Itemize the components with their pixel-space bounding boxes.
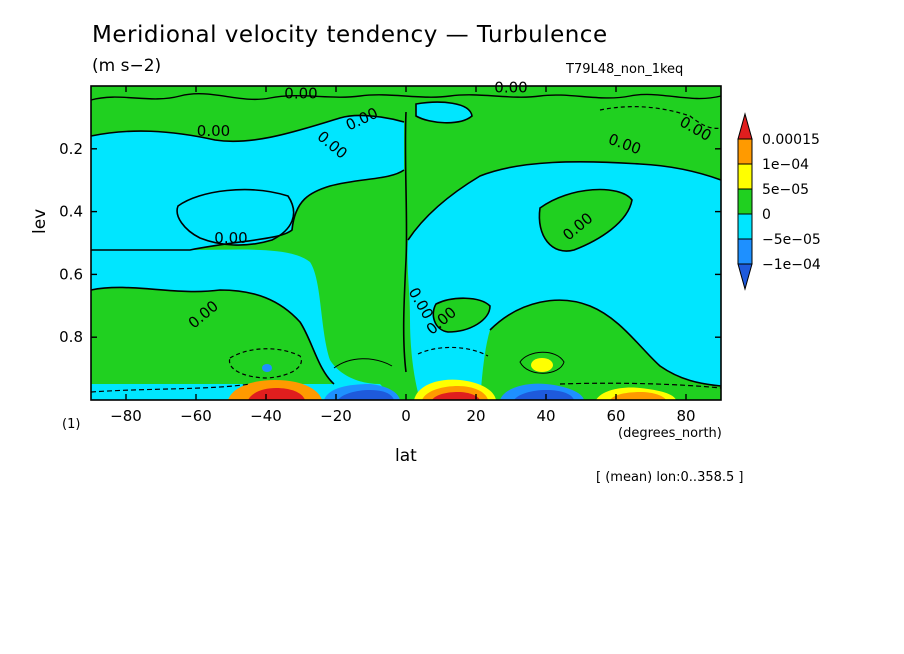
x-tick-label: 60: [606, 407, 625, 425]
x-tick-label: −60: [180, 407, 212, 425]
run-label: T79L48_non_1keq: [566, 62, 684, 77]
sh-upper-cyan-region: [91, 115, 404, 250]
x-axis-units: (degrees_north): [618, 426, 722, 441]
top-cyan-patch: [416, 102, 472, 123]
contour-nh-tongue: [489, 299, 722, 387]
y-tick-label: 0.6: [59, 265, 83, 283]
contour-top-patch: [415, 101, 473, 124]
y-axis-units: (1): [62, 417, 81, 432]
contour-sh-lower-dashed: [228, 348, 302, 379]
contour-nh-region: [407, 160, 722, 241]
contour-sh-upper: [90, 114, 405, 143]
chart-units: (m s−2): [92, 56, 162, 76]
nh-lower-green-tongue: [480, 300, 721, 400]
y-tick-label: 0.8: [59, 328, 83, 346]
contour-sh-mid: [91, 169, 405, 251]
y-tick-label: 0.4: [59, 203, 83, 221]
sh-lower-green-bowl: [91, 287, 334, 384]
nh-midlevel-green-blob: [539, 189, 632, 252]
contour-sh-lobe: [176, 188, 295, 246]
contour-nh-lower-dashed: [417, 346, 489, 357]
nh-40-yellow-blob: [531, 358, 553, 372]
colorbar-label: 5e−05: [762, 182, 809, 198]
contour-value-label: 0.00: [494, 78, 527, 96]
colorbar-bottom-arrow: [737, 263, 753, 291]
contour-value-label: 0.00: [284, 85, 317, 103]
colorbar-swatch: [737, 213, 753, 240]
x-tick-label: −20: [320, 407, 352, 425]
x-axis-ticks: −80 −60 −40 −20 0 20 40 60 80: [110, 86, 696, 425]
y-axis-ticks: 0.2 0.4 0.6 0.8: [59, 140, 721, 346]
chart-title: Meridional velocity tendency — Turbulenc…: [92, 22, 608, 48]
contour-field: [91, 86, 721, 400]
contour-surface-band: [90, 382, 722, 393]
contour-value-label: 0.00: [197, 122, 230, 140]
nh-green-patch: [433, 298, 490, 332]
colorbar: 0.00015 1e−04 5e−05 0 −5e−05 −1e−04: [737, 112, 821, 291]
colorbar-label: 0: [762, 207, 771, 223]
sh-surface-extreme-core: [248, 388, 305, 400]
colorbar-label: 1e−04: [762, 157, 809, 173]
contour-nh-patch: [432, 297, 491, 333]
x-axis-label: lat: [395, 446, 417, 466]
colorbar-top-arrow: [737, 112, 753, 140]
contour-sh-bowl: [90, 286, 335, 385]
nh-cyan-region: [407, 161, 721, 400]
contour-top-wavy: [90, 93, 722, 101]
contour-eq-lower-thin: [333, 358, 393, 369]
nh-60-surface-positive-core: [610, 392, 666, 400]
colorbar-swatch: [737, 138, 753, 165]
contour-value-label: 0.00: [214, 229, 247, 247]
x-tick-label: 40: [536, 407, 555, 425]
y-tick-label: 0.2: [59, 140, 83, 158]
nh-surface-extreme-core: [432, 392, 480, 400]
x-tick-label: 0: [401, 407, 411, 425]
x-tick-label: −80: [110, 407, 142, 425]
contour-nh-blob: [538, 188, 633, 252]
averaging-note: [ (mean) lon:0..358.5 ]: [596, 470, 744, 485]
contour-lines: [90, 93, 722, 393]
colorbar-label: −5e−05: [762, 232, 821, 248]
colorbar-swatch: [737, 238, 753, 265]
colorbar-label: 0.00015: [762, 132, 820, 148]
contour-nh-40-thin: [519, 351, 565, 374]
x-tick-label: 80: [676, 407, 695, 425]
colorbar-swatch: [737, 188, 753, 215]
colorbar-label: −1e−04: [762, 257, 821, 273]
sh-midlevel-cyan-lobe: [177, 189, 294, 246]
colorbar-swatch: [737, 163, 753, 190]
contour-nh-upper-dashed: [599, 106, 722, 129]
sh-negative-dot: [262, 364, 272, 372]
eq-surface-extreme-core: [338, 390, 394, 400]
contour-equator-vertical: [402, 111, 408, 373]
x-tick-label: 20: [466, 407, 485, 425]
x-tick-label: −40: [250, 407, 282, 425]
nh-surface-negative-core: [514, 390, 574, 400]
